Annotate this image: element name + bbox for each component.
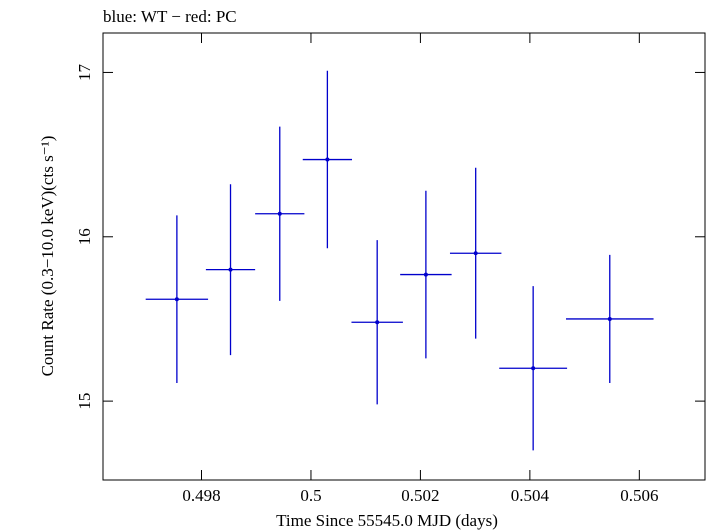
y-axis-label: Count Rate (0.3−10.0 keV)(cts s⁻¹): [38, 136, 57, 377]
chart-title: blue: WT − red: PC: [103, 7, 237, 26]
x-tick-label: 0.502: [401, 486, 439, 505]
data-point: [277, 211, 282, 216]
x-axis-label: Time Since 55545.0 MJD (days): [276, 511, 498, 530]
x-tick-label: 0.5: [300, 486, 321, 505]
data-point: [174, 297, 179, 302]
x-axis-ticks: 0.498 0.5 0.502 0.504 0.506: [182, 33, 658, 505]
data-point: [325, 157, 330, 162]
data-point: [423, 272, 428, 277]
x-tick-label: 0.506: [620, 486, 658, 505]
x-tick-label: 0.498: [182, 486, 220, 505]
data-point: [473, 251, 478, 256]
y-tick-label: 15: [75, 393, 94, 410]
series-layer: [145, 70, 654, 451]
data-point: [607, 316, 612, 321]
y-tick-label: 16: [75, 228, 94, 245]
plot-frame: [102, 32, 706, 481]
y-axis-ticks: 15 16 17: [75, 63, 705, 410]
x-tick-label: 0.504: [511, 486, 550, 505]
y-tick-label: 17: [75, 63, 94, 81]
data-point: [375, 320, 380, 325]
data-point: [531, 366, 536, 371]
data-point: [228, 267, 233, 272]
